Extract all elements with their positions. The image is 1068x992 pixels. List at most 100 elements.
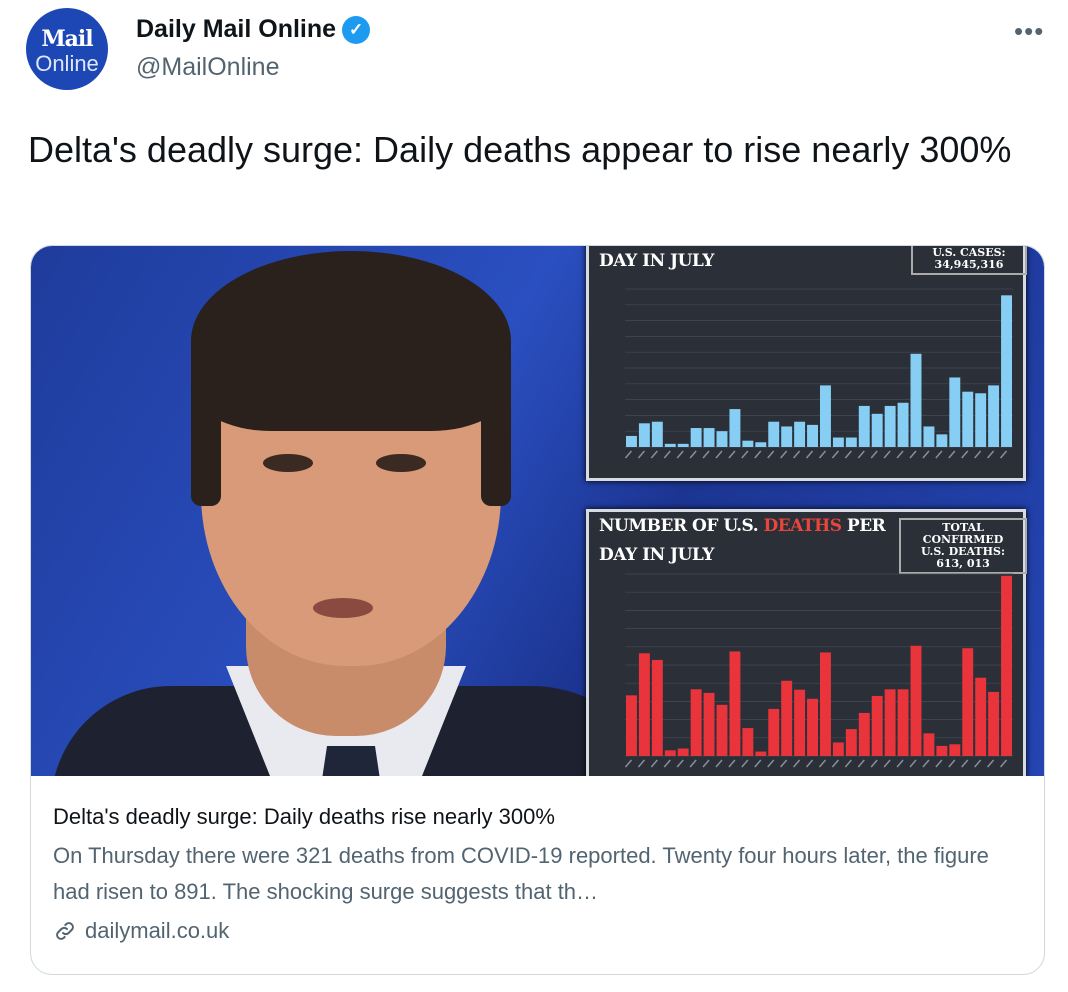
x-tick-label — [857, 759, 865, 768]
card-title[interactable]: Delta's deadly surge: Daily deaths rise … — [53, 804, 555, 829]
x-tick-label — [935, 759, 943, 768]
bar — [884, 405, 896, 447]
x-tick-label — [857, 450, 865, 459]
x-tick-label — [741, 759, 749, 768]
bar — [820, 385, 831, 447]
x-tick-label — [896, 450, 904, 459]
x-tick-label — [676, 759, 684, 768]
bar — [910, 353, 922, 447]
bar — [729, 409, 741, 447]
x-tick-label — [999, 450, 1008, 459]
card-domain-row[interactable]: dailymail.co.uk — [53, 918, 1028, 944]
bar — [936, 745, 948, 756]
x-tick-label — [663, 759, 671, 768]
bar — [677, 443, 689, 447]
avatar-logo-online: Online — [35, 51, 99, 76]
x-tick-label — [624, 759, 633, 768]
bar — [742, 440, 754, 447]
x-tick-label — [754, 759, 762, 768]
bar — [768, 708, 780, 756]
bar — [781, 426, 793, 447]
x-tick-label — [702, 759, 710, 768]
bar — [729, 651, 741, 756]
avatar-logo-mail: Mail — [41, 26, 93, 52]
bar — [988, 385, 1000, 447]
x-tick-label — [780, 450, 788, 459]
bar — [677, 748, 689, 756]
x-tick-label — [767, 759, 775, 768]
bar — [871, 695, 883, 756]
x-tick-label — [922, 759, 930, 768]
bar — [716, 431, 728, 447]
x-tick-label — [689, 759, 697, 768]
bar — [962, 391, 974, 447]
bar — [897, 402, 909, 447]
deaths-title-part1: NUMBER OF U.S. — [599, 516, 764, 536]
bar — [703, 692, 715, 756]
x-tick-label — [663, 450, 671, 459]
bar — [923, 426, 935, 447]
x-tick-label — [974, 759, 982, 768]
verified-badge-icon: ✓ — [342, 15, 371, 44]
bar — [716, 704, 728, 756]
cases-chart-panel: DAY IN JULY U.S. CASES: 34,945,316 — [586, 246, 1027, 481]
bar — [936, 434, 948, 447]
x-tick-label — [805, 759, 814, 768]
deaths-title-part2: PER — [841, 516, 886, 536]
x-tick-label — [870, 759, 878, 768]
author-name-row[interactable]: Daily Mail Online ✓ — [136, 15, 371, 44]
avatar[interactable]: Mail Online — [26, 8, 108, 90]
bar — [664, 750, 676, 756]
cases-bar-chart — [624, 288, 1013, 459]
bar — [1001, 575, 1012, 756]
x-tick-label — [754, 450, 762, 459]
x-tick-label — [650, 450, 658, 459]
bar — [807, 698, 818, 756]
x-tick-label — [961, 450, 969, 459]
x-tick-label — [715, 759, 723, 768]
x-tick-label — [883, 450, 891, 459]
x-tick-label — [637, 450, 645, 459]
bar — [845, 729, 857, 756]
deaths-total-value: 613, 013 — [936, 557, 990, 570]
x-tick-label — [909, 450, 917, 459]
link-icon — [56, 922, 74, 940]
bar — [807, 424, 818, 447]
bar — [794, 421, 806, 447]
bar — [626, 695, 637, 756]
deaths-chart-title-line2: DAY IN JULY — [599, 545, 714, 565]
author-name[interactable]: Daily Mail Online — [136, 15, 337, 43]
author-handle[interactable]: @MailOnline — [136, 53, 280, 81]
bar — [664, 443, 676, 447]
bar — [651, 659, 663, 756]
bar — [949, 744, 961, 756]
x-tick-label — [987, 759, 995, 768]
cases-chart-title: DAY IN JULY — [599, 251, 714, 271]
link-card[interactable]: DAY IN JULY U.S. CASES: 34,945,316 NUMBE… — [30, 245, 1045, 975]
x-tick-label — [715, 450, 723, 459]
x-tick-label — [935, 450, 943, 459]
x-tick-label — [637, 759, 645, 768]
more-horizontal-icon[interactable]: ••• — [1014, 16, 1045, 46]
bar — [703, 428, 715, 447]
bar — [975, 677, 987, 756]
deaths-total-box: TOTAL CONFIRMED U.S. DEATHS: 613, 013 — [899, 518, 1027, 574]
deaths-total-label: TOTAL CONFIRMED — [922, 521, 1004, 546]
x-tick-label — [896, 759, 904, 768]
x-tick-label — [818, 759, 827, 768]
card-image[interactable]: DAY IN JULY U.S. CASES: 34,945,316 NUMBE… — [31, 246, 1044, 776]
bar — [949, 377, 961, 447]
x-tick-label — [805, 450, 814, 459]
bar — [742, 728, 754, 756]
x-tick-label — [793, 759, 801, 768]
bar — [897, 689, 909, 756]
card-text[interactable]: Delta's deadly surge: Daily deaths rise … — [53, 804, 1028, 944]
x-tick-label — [728, 450, 736, 459]
cases-total-value: 34,945,316 — [934, 258, 1004, 271]
bar — [690, 689, 702, 756]
cases-total-box: U.S. CASES: 34,945,316 — [911, 246, 1027, 275]
x-tick-label — [974, 450, 982, 459]
x-tick-label — [818, 450, 827, 459]
bar — [794, 689, 806, 756]
deaths-title-highlight: DEATHS — [763, 516, 842, 536]
